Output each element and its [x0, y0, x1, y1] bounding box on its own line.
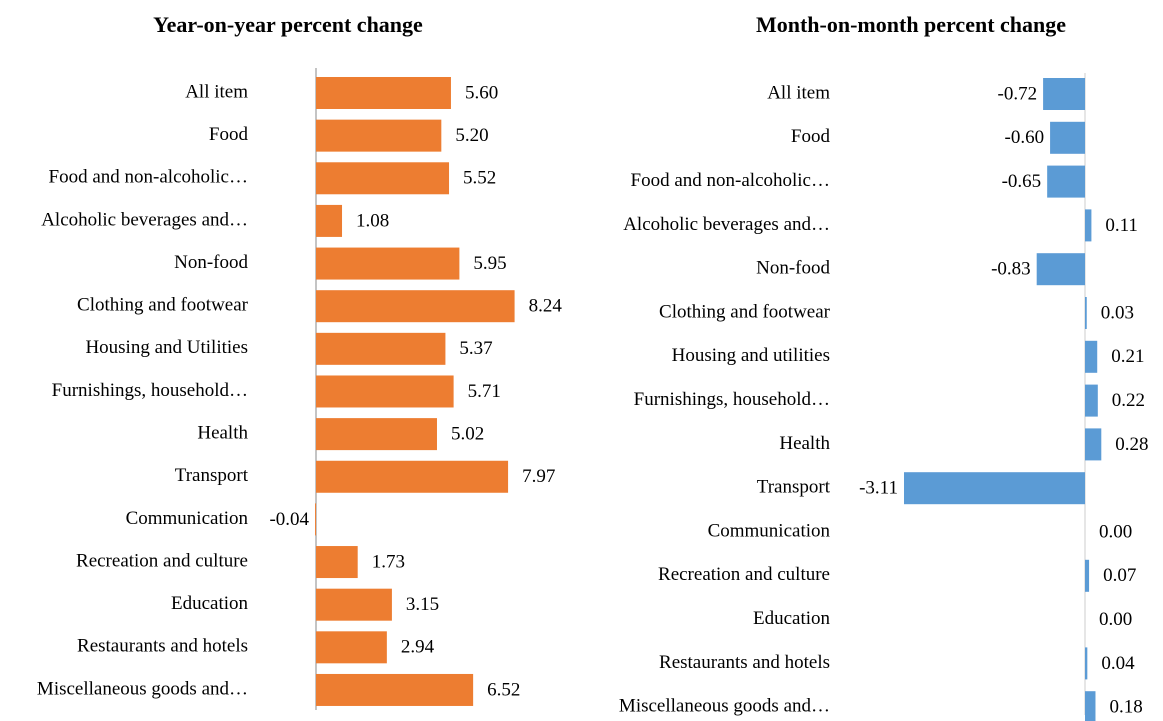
bar — [1085, 384, 1098, 417]
value-label: 3.15 — [406, 594, 439, 615]
value-label: -3.11 — [859, 478, 898, 499]
value-label: 0.00 — [1099, 521, 1132, 542]
bar — [1043, 78, 1085, 110]
bar — [1047, 165, 1085, 198]
bar — [316, 588, 392, 621]
bar — [316, 460, 509, 493]
category-label: Education — [753, 608, 831, 629]
category-label: Transport — [175, 465, 249, 486]
category-label: Miscellaneous goods and… — [619, 696, 830, 717]
value-label: 5.02 — [451, 423, 484, 444]
bar — [316, 418, 437, 451]
bar — [316, 162, 450, 195]
value-label: 8.24 — [529, 296, 563, 317]
value-label: 0.03 — [1101, 302, 1134, 323]
category-label: All item — [767, 82, 830, 103]
bar — [315, 503, 316, 536]
value-label: -0.83 — [991, 259, 1031, 280]
value-label: -0.65 — [1002, 171, 1042, 192]
category-label: Alcoholic beverages and… — [41, 209, 248, 230]
value-label: 0.21 — [1111, 346, 1144, 367]
category-label: Education — [171, 593, 249, 614]
bar — [316, 247, 460, 280]
category-label: Communication — [126, 508, 249, 529]
value-label: 0.18 — [1109, 697, 1142, 718]
value-label: 2.94 — [401, 637, 435, 658]
bar — [1085, 691, 1096, 721]
category-label: Housing and utilities — [672, 345, 830, 366]
bar — [1050, 121, 1085, 154]
bar — [1085, 647, 1088, 680]
category-label: Recreation and culture — [658, 564, 830, 585]
category-label: Miscellaneous goods and… — [37, 678, 248, 699]
value-label: -0.04 — [269, 509, 309, 530]
bar — [316, 375, 454, 408]
category-label: Furnishings, household… — [52, 380, 248, 401]
chart-title: Month-on-month percent change — [756, 12, 1066, 37]
bar — [316, 77, 451, 109]
value-label: 0.22 — [1112, 390, 1145, 411]
category-label: Non-food — [756, 258, 830, 279]
category-label: Restaurants and hotels — [659, 652, 830, 673]
value-label: 5.95 — [473, 253, 506, 274]
value-label: 5.20 — [455, 125, 488, 146]
value-label: 1.08 — [356, 210, 389, 231]
category-label: Housing and Utilities — [85, 337, 248, 358]
category-label: Health — [197, 422, 248, 443]
bar — [1085, 559, 1090, 592]
bar — [1085, 209, 1092, 242]
bar — [316, 546, 358, 579]
category-label: Restaurants and hotels — [77, 636, 248, 657]
bar — [1085, 340, 1098, 373]
category-label: Furnishings, household… — [634, 389, 830, 410]
value-label: 0.28 — [1115, 434, 1148, 455]
category-label: Alcoholic beverages and… — [623, 214, 830, 235]
bar — [316, 673, 474, 706]
value-label: -0.72 — [998, 83, 1038, 104]
bar — [1085, 297, 1087, 329]
category-label: Clothing and footwear — [659, 301, 831, 322]
value-label: -0.60 — [1005, 127, 1045, 148]
value-label: 6.52 — [487, 679, 520, 700]
category-label: Health — [779, 433, 830, 454]
value-label: 0.07 — [1103, 565, 1136, 586]
category-label: Food — [209, 124, 249, 145]
value-label: 7.97 — [522, 466, 555, 487]
bar — [1085, 428, 1102, 461]
bar — [316, 119, 442, 152]
category-label: Transport — [757, 477, 831, 498]
bar — [316, 204, 343, 237]
chart-title: Year-on-year percent change — [153, 12, 423, 37]
value-label: 5.71 — [468, 381, 501, 402]
bar — [316, 332, 446, 365]
category-label: Food and non-alcoholic… — [631, 170, 830, 191]
category-label: All item — [185, 81, 248, 102]
category-label: Food — [791, 126, 831, 147]
value-label: 5.60 — [465, 82, 498, 103]
category-label: Clothing and footwear — [77, 295, 249, 316]
category-label: Non-food — [174, 252, 248, 273]
category-label: Communication — [708, 520, 831, 541]
category-label: Food and non-alcoholic… — [49, 167, 248, 188]
value-label: 1.73 — [372, 551, 405, 572]
value-label: 0.00 — [1099, 609, 1132, 630]
bar — [1036, 253, 1085, 286]
bar — [316, 290, 515, 323]
value-label: 5.37 — [459, 338, 492, 359]
value-label: 0.11 — [1105, 215, 1138, 236]
bar — [903, 472, 1085, 505]
category-label: Recreation and culture — [76, 550, 248, 571]
value-label: 0.04 — [1101, 653, 1135, 674]
value-label: 5.52 — [463, 168, 496, 189]
bar — [316, 631, 387, 664]
